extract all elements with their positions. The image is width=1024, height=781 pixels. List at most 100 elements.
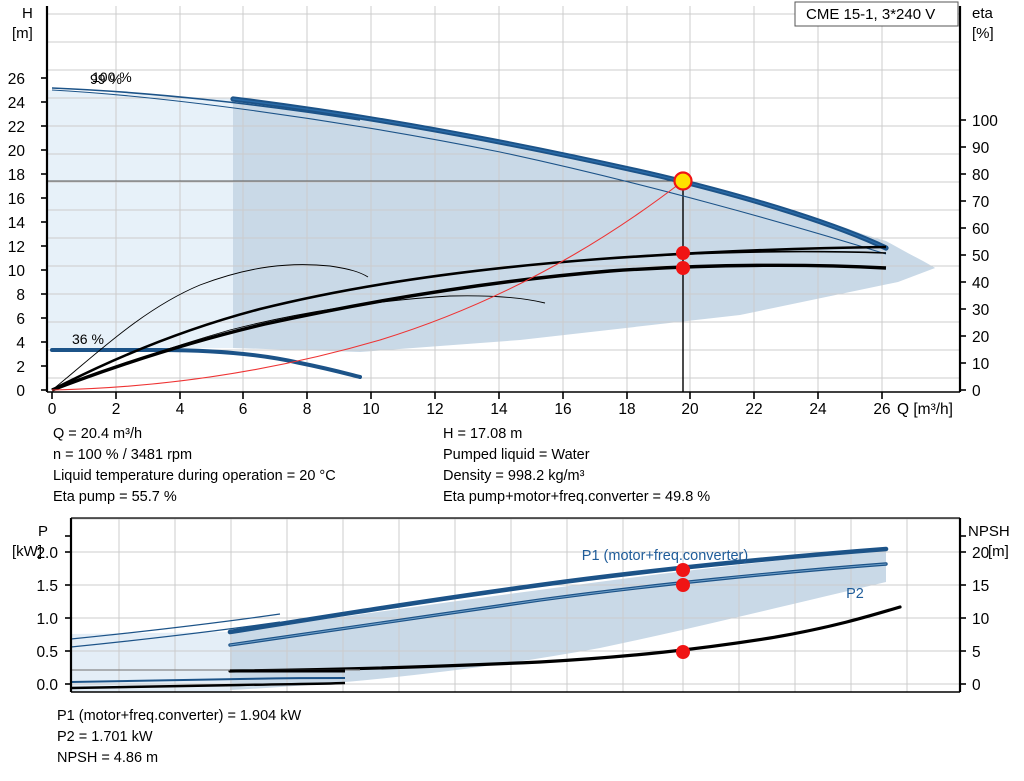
tick: 12 xyxy=(426,401,443,418)
top-y-right-label-1: eta xyxy=(972,5,994,22)
tick: 20 xyxy=(972,329,990,346)
npsh-marker xyxy=(676,645,690,659)
bottom-grid xyxy=(71,518,960,692)
tick: 5 xyxy=(972,644,981,661)
p1-curve xyxy=(227,546,889,635)
top-y-right-label-2: [%] xyxy=(972,25,994,42)
p2-min-speed xyxy=(71,681,346,690)
tick: 16 xyxy=(554,401,571,418)
head-efficiency-chart: CME 15-1, 3*240 V xyxy=(8,1,998,418)
info-h: H = 17.08 m xyxy=(443,426,523,442)
top-x-ticks: 0 2 4 6 8 10 12 14 16 18 20 22 24 xyxy=(48,392,953,418)
tick: 12 xyxy=(8,239,25,256)
info-density: Density = 998.2 kg/m³ xyxy=(443,468,585,484)
tick: 4 xyxy=(16,335,25,352)
tick: 26 xyxy=(8,71,25,88)
info-q: Q = 20.4 m³/h xyxy=(53,426,143,442)
tick: 10 xyxy=(972,356,990,373)
p2-marker xyxy=(676,578,690,592)
info-p1: P1 (motor+freq.converter) = 1.904 kW xyxy=(57,708,302,724)
tick: 100 xyxy=(972,113,998,130)
bottom-y-right-label-1: NPSH xyxy=(968,523,1010,540)
bottom-y-right-ticks: 0 5 10 15 20 xyxy=(960,535,990,694)
tick: 0 xyxy=(972,383,981,400)
top-y-left-label-1: H xyxy=(22,5,33,22)
title-box: CME 15-1, 3*240 V xyxy=(794,1,959,27)
info-p2: P2 = 1.701 kW xyxy=(57,729,153,745)
tick: 10 xyxy=(362,401,380,418)
duty-point-marker xyxy=(673,171,693,191)
eta-total-curve xyxy=(51,263,887,392)
top-y-right-ticks: 0 10 20 30 40 50 60 70 80 90 100 xyxy=(960,113,998,400)
tick: 22 xyxy=(745,401,762,418)
tick: 50 xyxy=(972,248,990,265)
tick: 18 xyxy=(8,167,25,184)
top-axes xyxy=(45,6,962,393)
tick: 20 xyxy=(681,401,699,418)
tick: 8 xyxy=(16,287,25,304)
bottom-y-left-ticks: 0.0 0.5 1.0 1.5 2.0 xyxy=(36,535,71,694)
tick: 30 xyxy=(972,302,990,319)
speed-label-36: 36 % xyxy=(72,331,104,347)
speed-label-99: 99 % xyxy=(90,71,122,87)
tick: 4 xyxy=(176,401,185,418)
tick: 22 xyxy=(8,119,25,136)
p1-marker xyxy=(676,563,690,577)
eta-pump-curve xyxy=(51,245,887,392)
info-speed: n = 100 % / 3481 rpm xyxy=(53,447,193,463)
tick: 0.0 xyxy=(36,677,58,694)
tick: 10 xyxy=(972,611,990,628)
tick: 14 xyxy=(490,401,508,418)
legend-p1: P1 (motor+freq.converter) xyxy=(582,548,748,564)
bottom-curves xyxy=(71,546,902,690)
tick: 1.5 xyxy=(36,578,58,595)
tick: 6 xyxy=(16,311,25,328)
tick: 14 xyxy=(8,215,26,232)
bottom-duty-markers xyxy=(676,563,690,659)
info-liquid-temp: Liquid temperature during operation = 20… xyxy=(53,468,336,484)
info-npsh: NPSH = 4.86 m xyxy=(57,750,159,766)
info-pumped-liquid: Pumped liquid = Water xyxy=(443,447,590,463)
top-duty-guides xyxy=(47,180,684,392)
tick: 8 xyxy=(303,401,312,418)
tick: 18 xyxy=(618,401,635,418)
head-curve-36 xyxy=(50,348,362,379)
tick: 20 xyxy=(8,143,26,160)
tick: 16 xyxy=(8,191,25,208)
system-curve xyxy=(51,180,684,391)
tick: 6 xyxy=(239,401,248,418)
bottom-y-left-label-2: [kW] xyxy=(12,543,42,560)
tick: 20 xyxy=(972,545,990,562)
tick: 24 xyxy=(8,95,26,112)
p1-min-speed xyxy=(71,677,346,683)
speed-label-100: 100 % xyxy=(92,69,132,85)
power-info: P1 (motor+freq.converter) = 1.904 kW P2 … xyxy=(57,706,301,769)
eta-pump-marker xyxy=(676,246,690,260)
tick: 0.5 xyxy=(36,644,58,661)
tick: 1.0 xyxy=(36,611,58,628)
bottom-y-left-label-1: P xyxy=(38,523,48,540)
info-eta-total: Eta pump+motor+freq.converter = 49.8 % xyxy=(443,489,711,505)
operating-info-left: Q = 20.4 m³/h n = 100 % / 3481 rpm Liqui… xyxy=(53,424,336,508)
tick: 26 xyxy=(873,401,890,418)
npsh-curve xyxy=(228,605,902,673)
tick: 0 xyxy=(48,401,57,418)
eta-curve-thin-1 xyxy=(51,264,369,391)
tick: 2.0 xyxy=(36,545,58,562)
tick: 2 xyxy=(16,359,25,376)
tick: 60 xyxy=(972,221,990,238)
tick: 90 xyxy=(972,140,990,157)
info-eta-pump: Eta pump = 55.7 % xyxy=(53,489,177,505)
eta-total-marker xyxy=(676,261,690,275)
bottom-axes xyxy=(69,517,962,693)
bottom-y-right-label-2: [m] xyxy=(988,543,1009,560)
tick: 0 xyxy=(16,383,25,400)
tick: 15 xyxy=(972,578,989,595)
top-duty-markers xyxy=(673,171,693,275)
top-x-axis-label: Q [m³/h] xyxy=(897,401,953,418)
legend-p2: P2 xyxy=(846,586,864,602)
tick: 70 xyxy=(972,194,990,211)
tick: 80 xyxy=(972,167,990,184)
power-npsh-chart: P1 (motor+freq.converter) P2 P [kW] NPSH… xyxy=(12,517,1010,694)
